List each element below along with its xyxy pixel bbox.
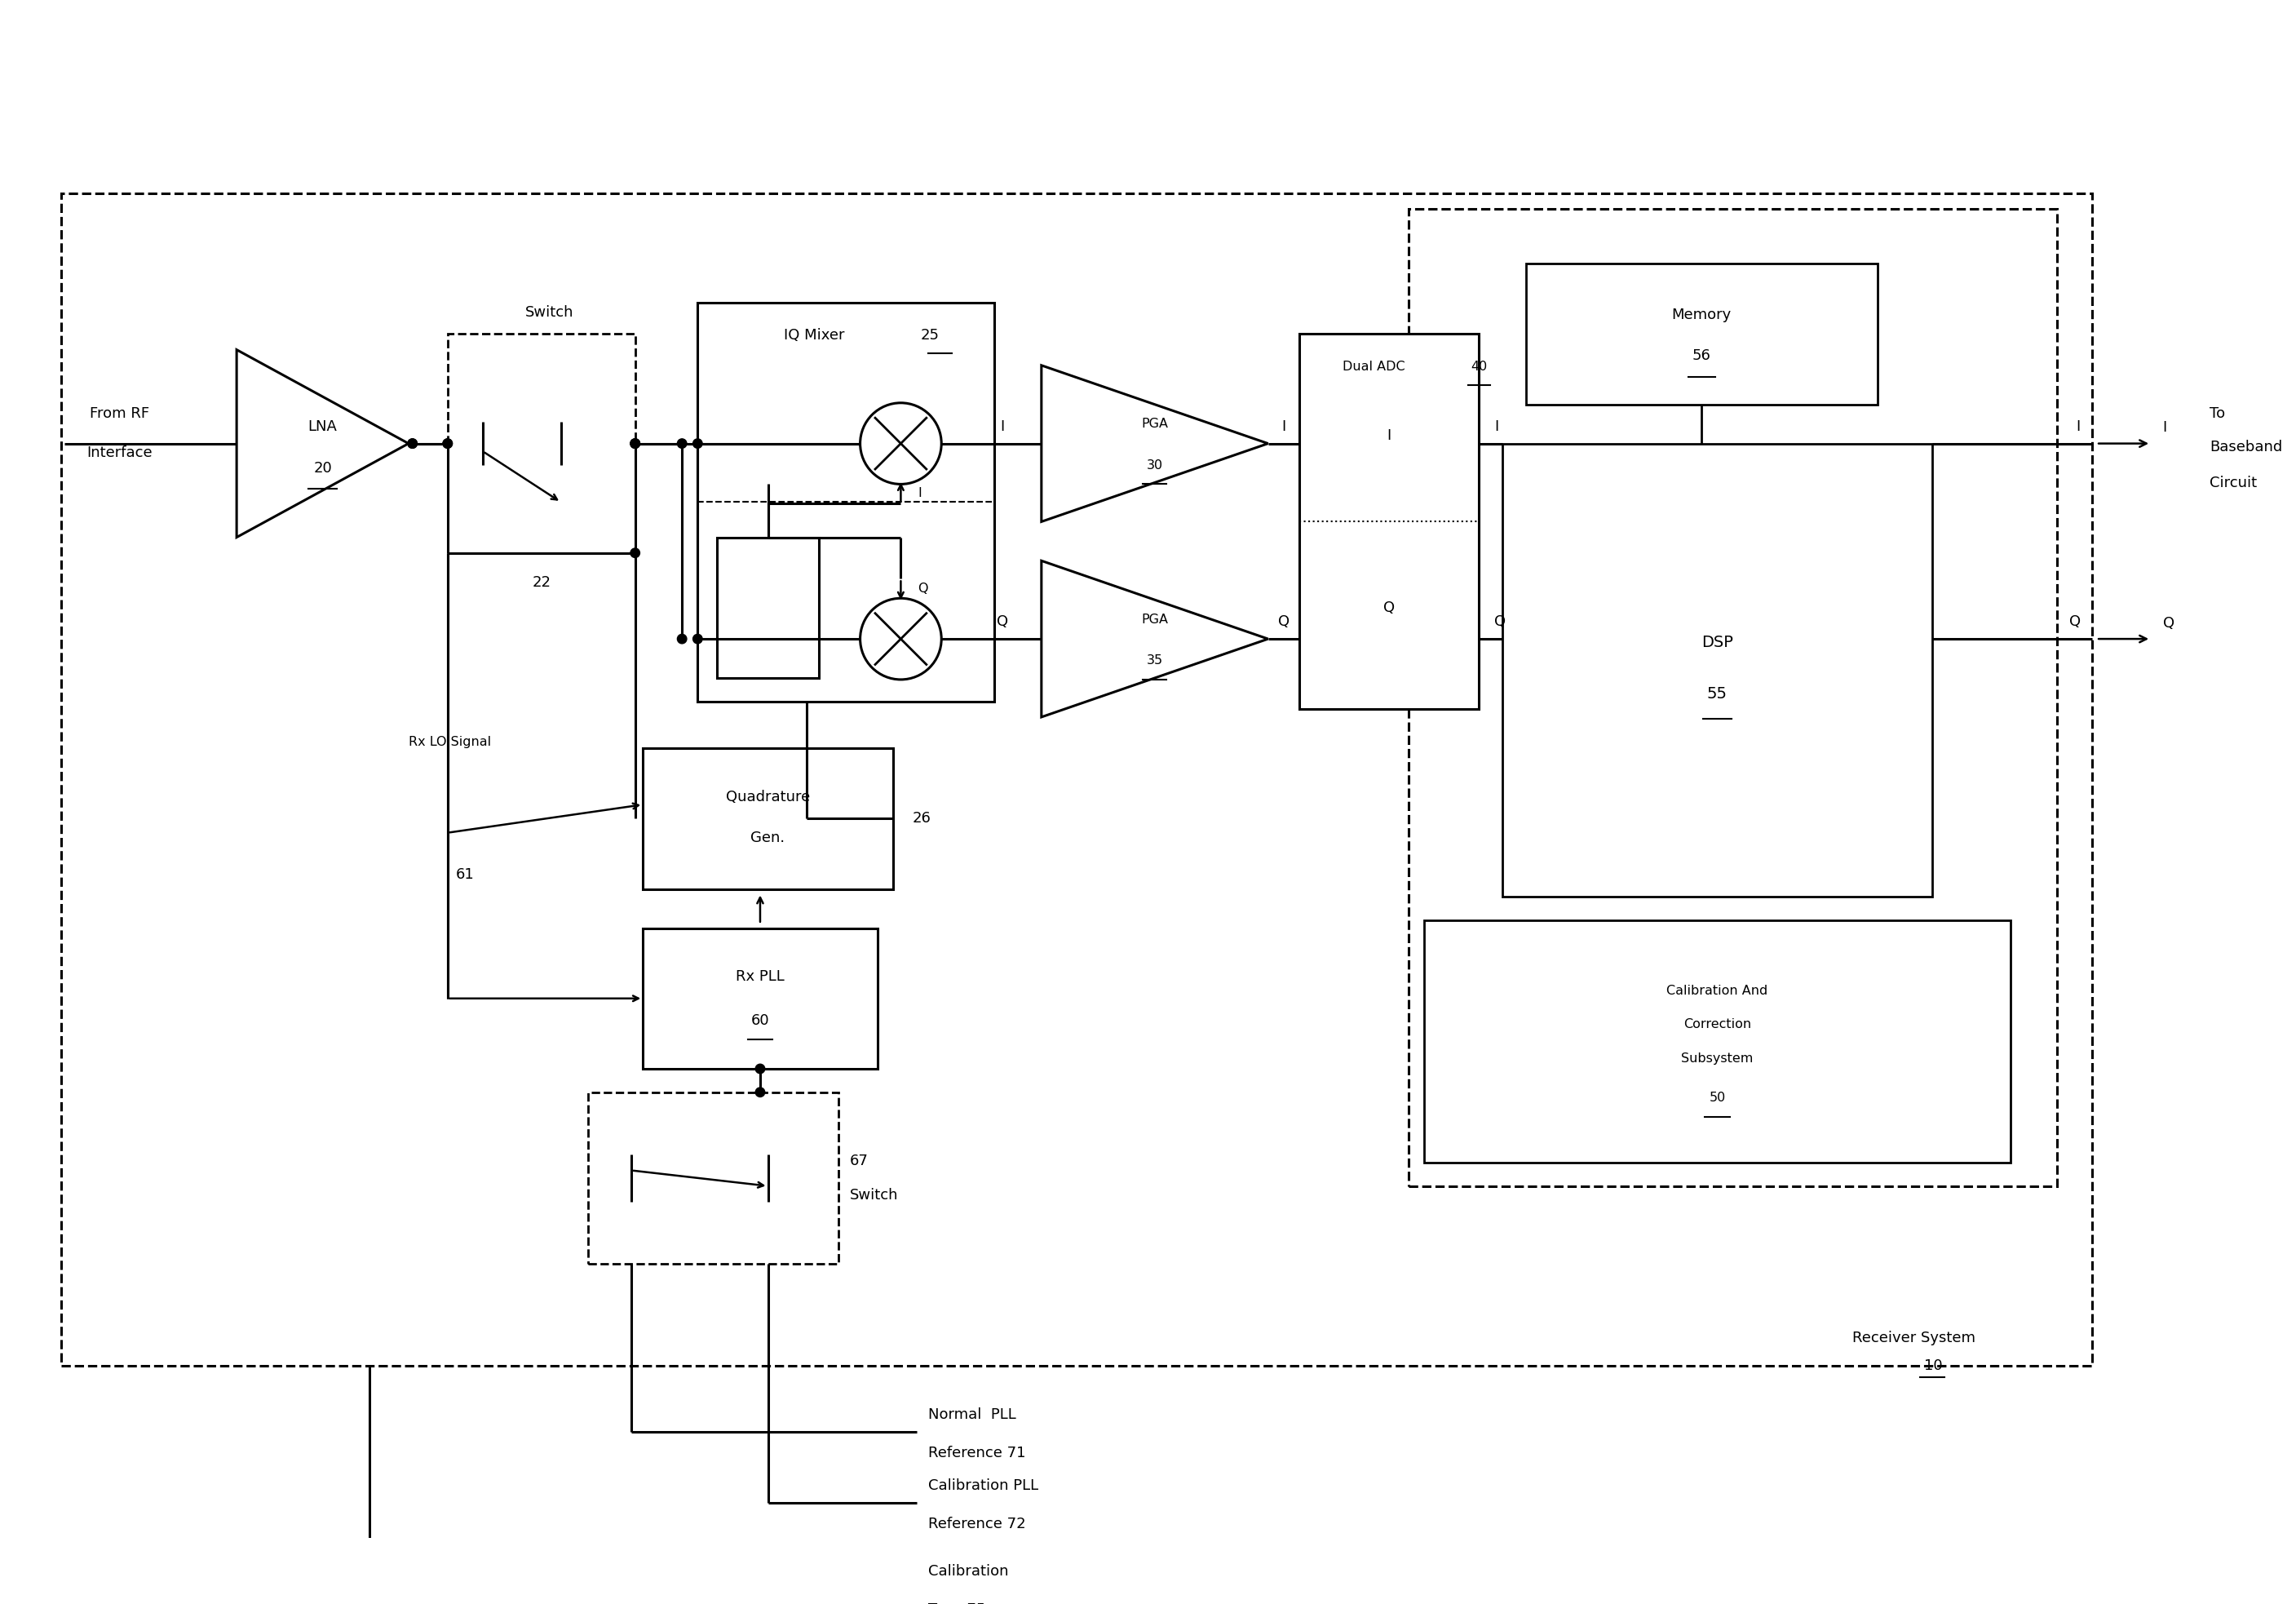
Bar	[60, 194, 2092, 1365]
Bar	[716, 537, 820, 678]
Text: Interface: Interface	[87, 446, 152, 460]
Circle shape	[443, 439, 452, 448]
Text: I: I	[1001, 419, 1006, 433]
Text: I: I	[918, 488, 923, 500]
Circle shape	[631, 439, 641, 448]
Text: 55: 55	[1708, 687, 1727, 701]
Bar	[698, 303, 994, 701]
Text: DSP: DSP	[1701, 635, 1733, 651]
Text: Rx LO Signal: Rx LO Signal	[409, 736, 491, 747]
Circle shape	[631, 439, 641, 448]
Text: Rx PLL: Rx PLL	[735, 969, 785, 983]
Text: 26: 26	[912, 812, 932, 826]
Text: Switch: Switch	[850, 1189, 898, 1203]
Circle shape	[409, 439, 418, 448]
Circle shape	[631, 439, 641, 448]
Text: LNA: LNA	[308, 419, 338, 433]
Bar	[588, 1092, 838, 1264]
Text: 40: 40	[1472, 361, 1488, 374]
Text: Quadrature: Quadrature	[726, 789, 810, 804]
Text: Normal  PLL: Normal PLL	[928, 1408, 1017, 1423]
Text: Memory: Memory	[1671, 308, 1731, 322]
Bar	[1502, 444, 1933, 897]
Circle shape	[677, 634, 687, 643]
Text: Baseband: Baseband	[2209, 439, 2282, 456]
Circle shape	[443, 439, 452, 448]
Text: Calibration: Calibration	[928, 1564, 1008, 1578]
Text: Switch: Switch	[526, 305, 574, 319]
Text: PGA: PGA	[1141, 613, 1169, 626]
Bar	[643, 749, 893, 889]
Text: 22: 22	[533, 576, 551, 590]
Text: Calibration PLL: Calibration PLL	[928, 1477, 1038, 1493]
Text: Subsystem: Subsystem	[1681, 1052, 1754, 1065]
Bar	[448, 334, 636, 553]
Text: 67: 67	[850, 1153, 868, 1168]
Text: 10: 10	[1924, 1359, 1942, 1373]
Text: 20: 20	[312, 462, 333, 476]
Text: I: I	[1281, 419, 1286, 433]
Text: 35: 35	[1146, 654, 1164, 667]
Text: Reference 72: Reference 72	[928, 1516, 1026, 1530]
Text: Tone 75: Tone 75	[928, 1602, 985, 1604]
Circle shape	[755, 1088, 765, 1097]
Bar	[643, 929, 877, 1068]
Text: I: I	[1495, 419, 1499, 433]
Text: Gen.: Gen.	[751, 831, 785, 845]
Bar	[1527, 263, 1878, 404]
Bar	[1410, 209, 2057, 1185]
Text: Correction: Correction	[1683, 1019, 1752, 1030]
Text: 50: 50	[1708, 1092, 1727, 1104]
Circle shape	[409, 439, 418, 448]
Text: To: To	[2209, 406, 2225, 422]
Text: Q: Q	[2163, 616, 2174, 630]
Circle shape	[631, 549, 641, 558]
Circle shape	[677, 439, 687, 448]
Text: IQ Mixer: IQ Mixer	[783, 329, 845, 343]
Text: 60: 60	[751, 1014, 769, 1028]
Circle shape	[693, 634, 703, 643]
Circle shape	[693, 439, 703, 448]
Bar	[1424, 921, 2011, 1163]
Text: From RF: From RF	[90, 406, 149, 422]
Text: Q: Q	[2069, 614, 2080, 629]
Text: I: I	[2076, 419, 2080, 433]
Text: Dual ADC: Dual ADC	[1343, 361, 1405, 374]
Text: Receiver System: Receiver System	[1853, 1331, 1975, 1346]
Text: I: I	[2163, 420, 2167, 435]
Text: Q: Q	[996, 614, 1008, 629]
Text: Reference 71: Reference 71	[928, 1445, 1026, 1461]
Text: 56: 56	[1692, 348, 1711, 364]
Bar	[1300, 334, 1479, 709]
Text: Q: Q	[918, 582, 928, 595]
Text: Q: Q	[1279, 614, 1290, 629]
Circle shape	[755, 1063, 765, 1073]
Text: Circuit: Circuit	[2209, 475, 2257, 489]
Text: 25: 25	[921, 329, 939, 343]
Text: Q: Q	[1495, 614, 1506, 629]
Text: Calibration And: Calibration And	[1667, 985, 1768, 996]
Text: 61: 61	[455, 868, 473, 882]
Text: Q: Q	[1384, 600, 1396, 616]
Text: I: I	[1387, 428, 1391, 443]
Text: 30: 30	[1146, 459, 1164, 472]
Text: PGA: PGA	[1141, 419, 1169, 430]
